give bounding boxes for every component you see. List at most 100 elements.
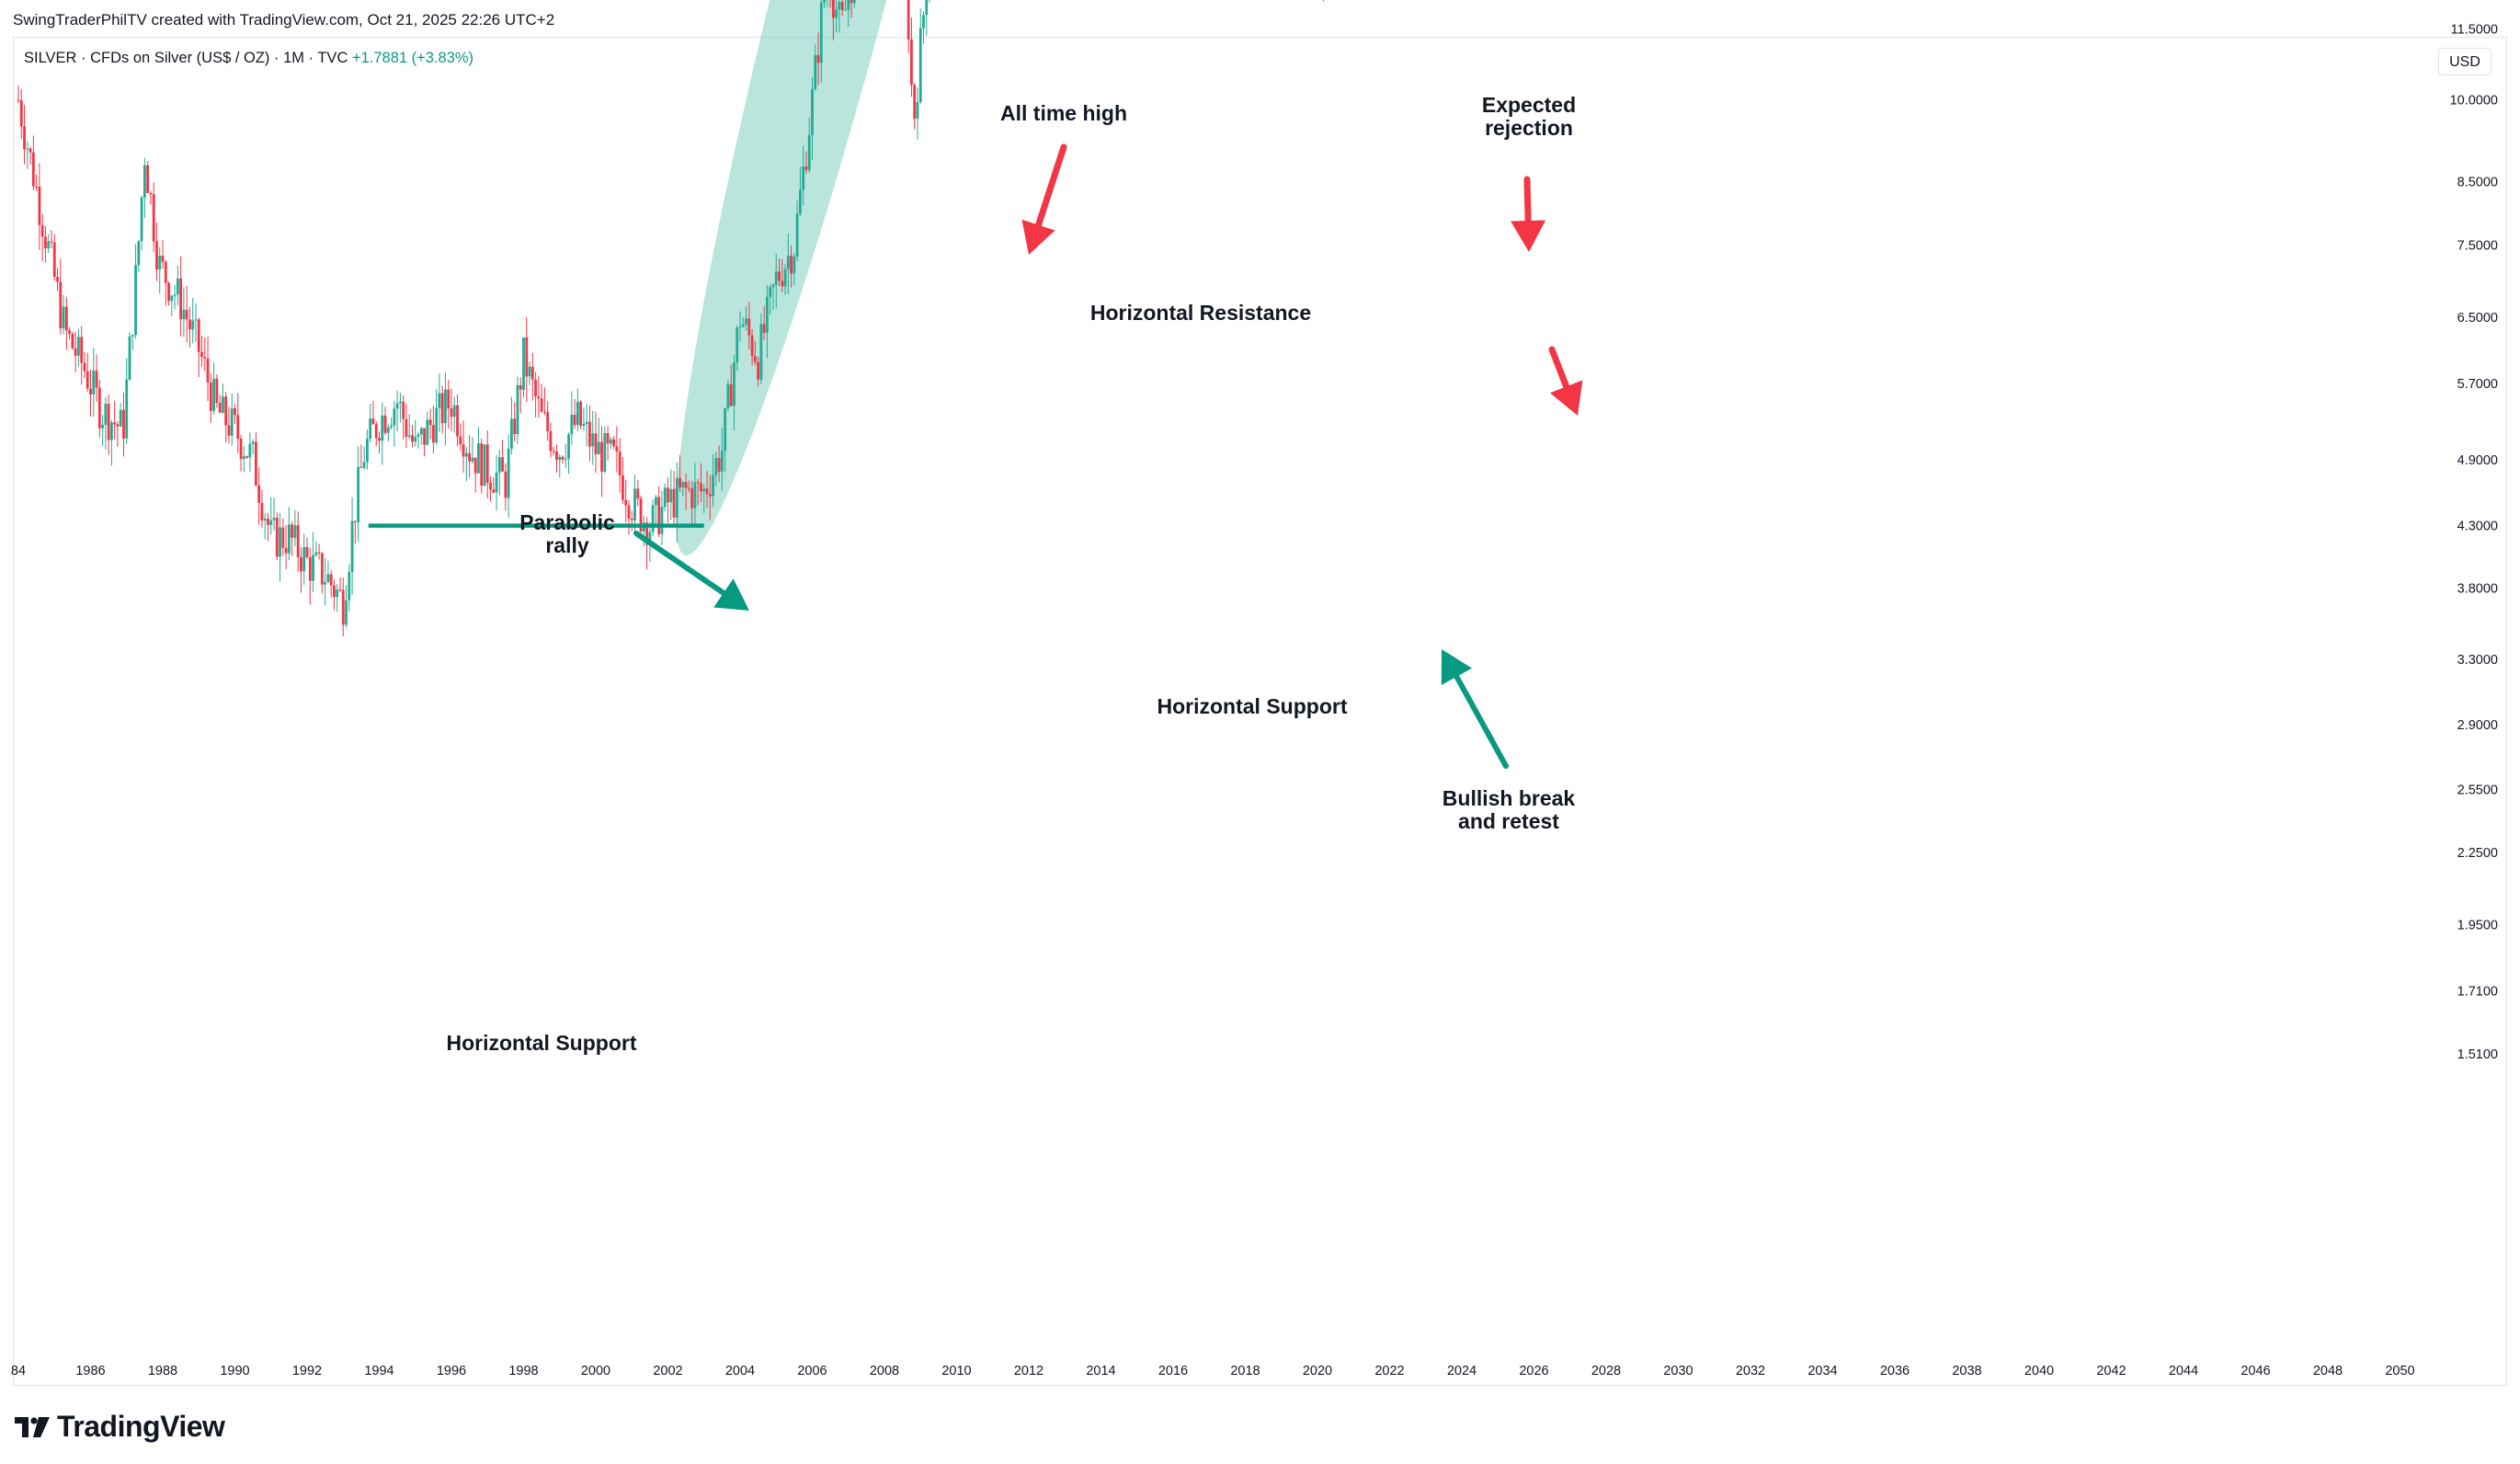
candle — [194, 303, 198, 342]
candle — [143, 157, 146, 218]
candle — [173, 284, 177, 310]
candle-body — [239, 438, 243, 460]
tradingview-logo[interactable]: TradingView — [15, 1410, 225, 1444]
candle-body — [52, 242, 56, 278]
candle — [239, 434, 243, 472]
candle-body — [362, 462, 366, 468]
candle — [672, 471, 676, 525]
candle — [209, 372, 212, 423]
candle — [525, 316, 529, 403]
candle-body — [423, 428, 426, 445]
candle-body — [627, 505, 631, 520]
candle — [663, 483, 667, 512]
candle-body — [537, 396, 541, 399]
candle-body — [218, 402, 222, 413]
candle-body — [236, 415, 240, 439]
candle-body — [606, 432, 610, 444]
price-tick-label: 1.9500 — [2457, 919, 2498, 933]
candle-body — [31, 152, 35, 187]
price-axis[interactable]: 104.000092.000079.500069.500061.500053.5… — [2438, 0, 2504, 1062]
annotation-labels: All time high Expected rejection Horizontal… — [447, 93, 1577, 1055]
candle-body — [336, 589, 339, 598]
candle-body — [345, 600, 348, 625]
candle — [341, 578, 345, 637]
candle — [47, 234, 51, 253]
candle — [804, 151, 808, 174]
candle — [86, 352, 89, 393]
candle-body — [59, 281, 63, 329]
candle-body — [753, 356, 757, 362]
candle-body — [522, 337, 525, 390]
arrows — [633, 143, 1583, 769]
candle — [35, 174, 39, 191]
all-time-high-arrow-shaft — [1035, 143, 1067, 229]
candle-body — [215, 378, 219, 403]
candle — [212, 361, 216, 416]
candle — [816, 32, 820, 86]
levels[interactable] — [368, 0, 1647, 528]
candle-body — [807, 134, 811, 170]
candle — [733, 355, 735, 431]
candle-body — [287, 524, 291, 554]
candle — [17, 86, 20, 104]
candle — [552, 446, 555, 456]
candle — [783, 264, 787, 295]
candle-body — [660, 507, 664, 534]
candle — [56, 268, 59, 292]
candle — [534, 372, 537, 417]
candle-body — [804, 166, 808, 170]
time-axis[interactable]: 84 1986 1988 1990 1992 1994 1996 1998 2000 2002 20… — [11, 1364, 2415, 1378]
candle — [260, 489, 264, 528]
candle — [426, 411, 429, 446]
candle — [419, 426, 423, 445]
time-tick-label: 2036 — [1880, 1364, 1910, 1378]
candle-body — [329, 574, 333, 586]
candle — [248, 432, 252, 472]
rejection-down-arrow — [1548, 346, 1583, 416]
candle-body — [182, 309, 186, 320]
symbol-name[interactable]: SILVER · CFDs on Silver (US$ / OZ) · 1M … — [24, 50, 348, 66]
time-tick-label: 84 — [11, 1364, 26, 1378]
candle-body — [459, 436, 462, 445]
candle-body — [222, 396, 224, 413]
candle — [750, 328, 754, 366]
candle — [844, 0, 847, 11]
candle — [485, 430, 489, 498]
candle-body — [594, 433, 598, 454]
candle — [431, 406, 435, 454]
candle-body — [386, 427, 390, 433]
candle-body — [621, 475, 624, 500]
candle-body — [74, 348, 77, 356]
price-tick-label: 7.5000 — [2457, 238, 2498, 253]
candle — [630, 510, 633, 532]
candle — [720, 428, 724, 491]
candle-body — [260, 502, 264, 521]
candle-body — [645, 522, 649, 545]
chart-frame — [13, 37, 2507, 1386]
currency-button[interactable]: USD — [2438, 48, 2491, 75]
time-tick-label: 2024 — [1447, 1364, 1477, 1378]
time-tick-label: 2018 — [1230, 1364, 1260, 1378]
candle-body — [838, 2, 841, 10]
price-tick-label: 3.3000 — [2457, 653, 2498, 668]
candle — [530, 352, 534, 401]
time-tick-label: 2038 — [1952, 1364, 1981, 1378]
time-tick-label: 2046 — [2241, 1364, 2270, 1378]
candle-body — [663, 487, 667, 508]
candle — [104, 396, 108, 450]
candle — [305, 537, 309, 560]
candle-body — [419, 428, 423, 435]
candle-body — [447, 389, 450, 409]
expected-rejection-arrow — [1511, 176, 1546, 252]
candle — [179, 256, 183, 337]
candle-body — [305, 546, 309, 557]
candle-body — [227, 425, 231, 436]
brand-name: TradingView — [57, 1410, 225, 1443]
candle-body — [47, 241, 51, 249]
candle — [735, 325, 739, 372]
candle-body — [125, 379, 129, 439]
candle — [146, 161, 150, 194]
symbol-info[interactable]: SILVER · CFDs on Silver (US$ / OZ) · 1M … — [24, 50, 473, 67]
candle — [802, 145, 805, 206]
